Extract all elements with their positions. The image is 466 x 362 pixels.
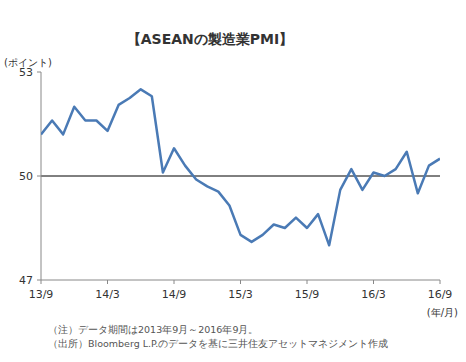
x-tick-label: 16/9 xyxy=(428,288,453,301)
chart-svg: 【ASEANの製造業PMI】(ポイント)47505313/914/314/915… xyxy=(0,0,466,362)
y-tick-label: 50 xyxy=(19,170,33,183)
y-tick xyxy=(37,72,41,73)
x-tick xyxy=(174,280,175,284)
y-tick xyxy=(37,280,41,281)
x-tick xyxy=(373,280,374,284)
x-tick xyxy=(440,280,441,284)
plot-area xyxy=(41,89,440,245)
title: 【ASEANの製造業PMI】 xyxy=(127,31,293,47)
x-tick-label: 14/3 xyxy=(95,288,120,301)
x-tick-label: 13/9 xyxy=(29,288,54,301)
x-tick xyxy=(41,280,42,284)
y-tick-label: 53 xyxy=(19,66,33,79)
y-axis xyxy=(41,72,42,280)
y-tick-label: 47 xyxy=(19,274,33,287)
x-tick-label: 14/9 xyxy=(162,288,187,301)
x-tick xyxy=(307,280,308,284)
note: （出所）Bloomberg L.P.のデータを基に三井住友アセットマネジメント作… xyxy=(48,338,388,349)
note: （注）データ期間は2013年9月～2016年9月。 xyxy=(48,324,258,335)
x-tick xyxy=(107,280,108,284)
x-axis-label: (年/月) xyxy=(427,307,458,318)
x-tick xyxy=(240,280,241,284)
x-tick-label: 16/3 xyxy=(361,288,386,301)
chart-container: 【ASEANの製造業PMI】(ポイント)47505313/914/314/915… xyxy=(0,0,466,362)
line-series xyxy=(41,89,440,245)
y-tick xyxy=(37,176,41,177)
x-tick-label: 15/3 xyxy=(228,288,253,301)
x-tick-label: 15/9 xyxy=(295,288,320,301)
